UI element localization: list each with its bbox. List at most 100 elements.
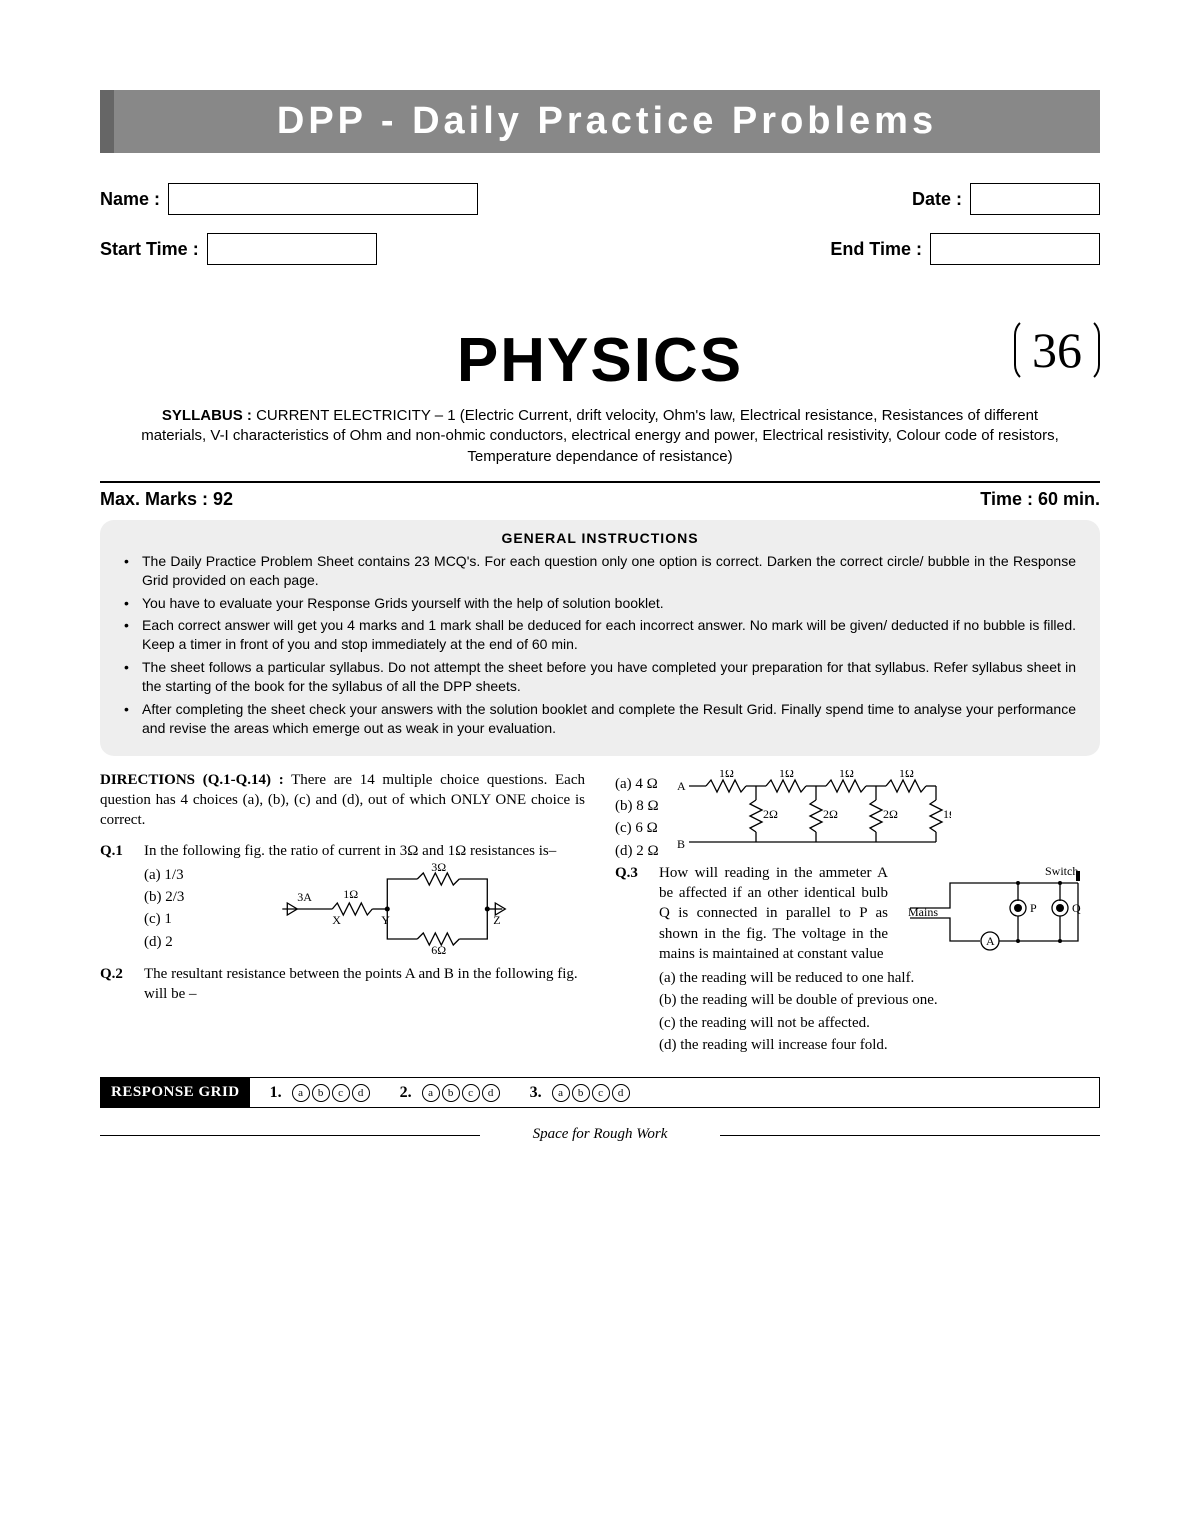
- response-item-num: 3.: [530, 1084, 542, 1102]
- svg-text:2Ω: 2Ω: [823, 807, 838, 821]
- svg-text:2Ω: 2Ω: [763, 807, 778, 821]
- title-row: PHYSICS 36: [100, 325, 1100, 396]
- subject-title: PHYSICS: [457, 325, 743, 396]
- bubble-c[interactable]: c: [462, 1084, 480, 1102]
- name-input-box[interactable]: [168, 183, 478, 215]
- instructions-box: GENERAL INSTRUCTIONS The Daily Practice …: [100, 520, 1100, 756]
- bubble-d[interactable]: d: [352, 1084, 370, 1102]
- response-grid: RESPONSE GRID 1. a b c d 2. a b c d 3. a: [100, 1077, 1100, 1108]
- q3-circuit-diagram: Switch A P: [900, 863, 1100, 958]
- bubble-b[interactable]: b: [312, 1084, 330, 1102]
- svg-text:1Ω: 1Ω: [899, 770, 914, 780]
- syllabus-text: CURRENT ELECTRICITY – 1 (Electric Curren…: [141, 407, 1059, 465]
- instruction-item: Each correct answer will get you 4 marks…: [124, 616, 1076, 654]
- syllabus-label: SYLLABUS :: [162, 407, 252, 424]
- end-time-label: End Time :: [830, 239, 922, 260]
- date-label: Date :: [912, 189, 962, 210]
- question-1: Q.1 In the following fig. the ratio of c…: [100, 841, 585, 956]
- instruction-item: After completing the sheet check your an…: [124, 700, 1076, 738]
- svg-text:3Ω: 3Ω: [432, 861, 447, 874]
- form-row-1: Name : Date :: [100, 183, 1100, 215]
- bubble-d[interactable]: d: [482, 1084, 500, 1102]
- chapter-number-badge: 36: [1014, 317, 1100, 383]
- svg-text:Y: Y: [382, 913, 391, 927]
- q2-circuit-diagram: A B: [671, 770, 951, 855]
- response-item-num: 2.: [400, 1084, 412, 1102]
- question-3: Q.3 How will reading in the ammeter A be…: [615, 863, 1100, 1057]
- bubble-a[interactable]: a: [292, 1084, 310, 1102]
- bubble-b[interactable]: b: [442, 1084, 460, 1102]
- q3-number: Q.3: [615, 863, 649, 1057]
- svg-text:B: B: [677, 837, 685, 851]
- start-time-box[interactable]: [207, 233, 377, 265]
- instruction-item: You have to evaluate your Response Grids…: [124, 594, 1076, 613]
- form-row-2: Start Time : End Time :: [100, 233, 1100, 265]
- response-item-1: 1. a b c d: [270, 1084, 370, 1102]
- start-time-label: Start Time :: [100, 239, 199, 260]
- svg-text:3A: 3A: [298, 890, 313, 904]
- response-grid-label: RESPONSE GRID: [101, 1078, 250, 1107]
- date-input-box[interactable]: [970, 183, 1100, 215]
- end-time-field: End Time :: [830, 233, 1100, 265]
- q3-opt-c: (c) the reading will not be affected.: [659, 1013, 1100, 1033]
- q1-opt-a: (a) 1/3: [144, 865, 184, 885]
- marks-row: Max. Marks : 92 Time : 60 min.: [100, 481, 1100, 510]
- q3-opt-a: (a) the reading will be reduced to one h…: [659, 968, 1100, 988]
- q2-number: Q.2: [100, 964, 134, 1005]
- question-column-left: DIRECTIONS (Q.1-Q.14) : There are 14 mul…: [100, 770, 585, 1065]
- response-grid-items: 1. a b c d 2. a b c d 3. a b c d: [250, 1078, 650, 1107]
- bubble-a[interactable]: a: [422, 1084, 440, 1102]
- max-marks: Max. Marks : 92: [100, 489, 233, 510]
- start-time-field: Start Time :: [100, 233, 377, 265]
- rough-work-divider: Space for Rough Work: [100, 1126, 1100, 1143]
- q1-options: (a) 1/3 (b) 2/3 (c) 1 (d) 2: [144, 865, 184, 956]
- date-field: Date :: [912, 183, 1100, 215]
- q2-opt-c: (c) 6 Ω: [615, 818, 659, 838]
- end-time-box[interactable]: [930, 233, 1100, 265]
- instruction-item: The sheet follows a particular syllabus.…: [124, 658, 1076, 696]
- q2-text: The resultant resistance between the poi…: [144, 964, 585, 1005]
- q2-options: (a) 4 Ω (b) 8 Ω (c) 6 Ω (d) 2 Ω: [615, 774, 659, 861]
- syllabus-block: SYLLABUS : CURRENT ELECTRICITY – 1 (Elec…: [130, 406, 1070, 467]
- q3-opt-b: (b) the reading will be double of previo…: [659, 990, 1100, 1010]
- svg-text:Q: Q: [1072, 901, 1081, 915]
- svg-text:Switch: Switch: [1045, 864, 1078, 878]
- svg-text:1Ω: 1Ω: [719, 770, 734, 780]
- instructions-header: GENERAL INSTRUCTIONS: [124, 530, 1076, 546]
- directions-block: DIRECTIONS (Q.1-Q.14) : There are 14 mul…: [100, 770, 585, 831]
- svg-text:Mains: Mains: [908, 905, 938, 919]
- question-column-right: (a) 4 Ω (b) 8 Ω (c) 6 Ω (d) 2 Ω A B: [615, 770, 1100, 1065]
- svg-text:P: P: [1030, 901, 1037, 915]
- questions-area: DIRECTIONS (Q.1-Q.14) : There are 14 mul…: [100, 770, 1100, 1065]
- response-item-2: 2. a b c d: [400, 1084, 500, 1102]
- q1-opt-c: (c) 1: [144, 909, 184, 929]
- bubble-c[interactable]: c: [332, 1084, 350, 1102]
- response-item-num: 1.: [270, 1084, 282, 1102]
- name-label: Name :: [100, 189, 160, 210]
- bubble-a[interactable]: a: [552, 1084, 570, 1102]
- q1-text: In the following fig. the ratio of curre…: [144, 841, 585, 861]
- header-banner: DPP - Daily Practice Problems: [100, 90, 1100, 153]
- q2-opt-b: (b) 8 Ω: [615, 796, 659, 816]
- rough-work-label: Space for Rough Work: [533, 1126, 668, 1142]
- q2-opt-a: (a) 4 Ω: [615, 774, 659, 794]
- time-limit: Time : 60 min.: [980, 489, 1100, 510]
- svg-text:1Ω: 1Ω: [344, 887, 359, 901]
- response-item-3: 3. a b c d: [530, 1084, 630, 1102]
- bubble-c[interactable]: c: [592, 1084, 610, 1102]
- svg-text:Z: Z: [494, 913, 501, 927]
- directions-label: DIRECTIONS (Q.1-Q.14) :: [100, 772, 284, 788]
- svg-text:1Ω: 1Ω: [779, 770, 794, 780]
- svg-text:1Ω: 1Ω: [943, 807, 951, 821]
- instructions-list: The Daily Practice Problem Sheet contain…: [124, 552, 1076, 738]
- svg-text:A: A: [986, 934, 995, 948]
- bubble-d[interactable]: d: [612, 1084, 630, 1102]
- svg-text:1Ω: 1Ω: [839, 770, 854, 780]
- svg-text:A: A: [677, 779, 686, 793]
- bubble-b[interactable]: b: [572, 1084, 590, 1102]
- svg-text:2Ω: 2Ω: [883, 807, 898, 821]
- q3-text: How will reading in the ammeter A be aff…: [659, 863, 888, 964]
- q3-options: (a) the reading will be reduced to one h…: [659, 968, 1100, 1055]
- q1-opt-b: (b) 2/3: [144, 887, 184, 907]
- q1-number: Q.1: [100, 841, 134, 956]
